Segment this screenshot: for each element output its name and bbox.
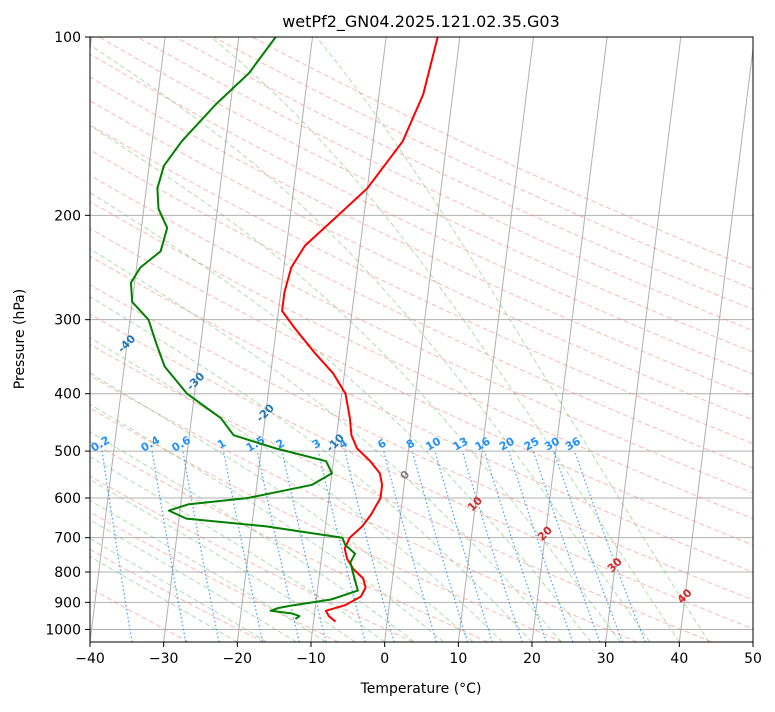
- y-tick-label: 200: [54, 208, 81, 224]
- x-tick-label: 20: [523, 651, 541, 667]
- y-tick-label: 900: [54, 595, 81, 611]
- y-tick-label: 400: [54, 387, 81, 403]
- x-tick-label: −20: [223, 651, 253, 667]
- x-tick-label: −40: [75, 651, 105, 667]
- x-tick-label: 50: [744, 651, 762, 667]
- y-tick-label: 800: [54, 565, 81, 581]
- y-tick-label: 600: [54, 491, 81, 507]
- chart-title: wetPf2_GN04.2025.121.02.35.G03: [282, 12, 560, 32]
- y-tick-label: 300: [54, 313, 81, 329]
- y-tick-label: 100: [54, 30, 81, 46]
- y-tick-label: 700: [54, 531, 81, 547]
- x-tick-label: 10: [449, 651, 467, 667]
- y-axis-label: Pressure (hPa): [12, 289, 28, 389]
- x-axis-label: Temperature (°C): [360, 681, 482, 697]
- x-tick-label: −30: [149, 651, 179, 667]
- x-tick-label: 40: [670, 651, 688, 667]
- x-tick-label: 0: [380, 651, 389, 667]
- x-tick-label: −10: [296, 651, 326, 667]
- y-tick-label: 1000: [45, 622, 81, 638]
- y-tick-label: 500: [54, 444, 81, 460]
- x-tick-label: 30: [597, 651, 615, 667]
